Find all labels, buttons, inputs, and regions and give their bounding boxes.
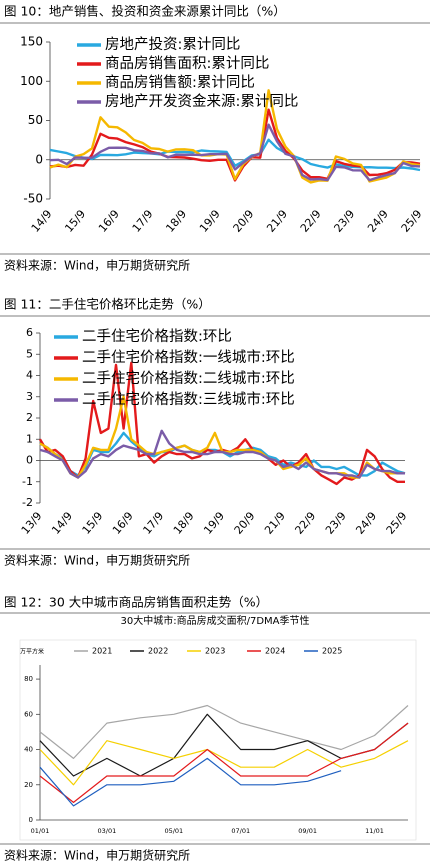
y-tick-label: 3 bbox=[26, 390, 33, 403]
legend-label: 二手住宅价格指数:环比 bbox=[82, 328, 232, 345]
y-tick-label: 0 bbox=[29, 816, 33, 824]
x-tick-label: 11/01 bbox=[365, 827, 384, 835]
y-tick-label: 100 bbox=[20, 74, 43, 88]
figure-caption: 图 10：地产销售、投资和资金来源累计同比（%） bbox=[4, 4, 286, 19]
x-tick-label: 18/9 bbox=[163, 208, 189, 235]
x-tick-label: 24/9 bbox=[353, 510, 379, 537]
y-tick-label: 0 bbox=[26, 454, 33, 467]
x-tick-label: 22/9 bbox=[298, 208, 324, 235]
x-tick-label: 13/9 bbox=[19, 510, 45, 537]
legend-label: 2022 bbox=[148, 647, 168, 656]
x-tick-label: 19/9 bbox=[201, 510, 227, 537]
y-tick-label: 2 bbox=[26, 411, 33, 424]
x-tick-label: 23/9 bbox=[323, 510, 349, 537]
axis-unit: 万平方米 bbox=[20, 648, 44, 656]
y-tick-label: 150 bbox=[20, 35, 43, 49]
y-tick-label: 60 bbox=[24, 710, 33, 718]
y-tick-label: 6 bbox=[26, 326, 33, 339]
x-tick-label: 20/9 bbox=[232, 510, 258, 537]
series-line bbox=[39, 429, 405, 479]
x-tick-label: 16/9 bbox=[110, 510, 136, 537]
y-tick-label: 0 bbox=[35, 152, 43, 166]
legend-label: 商品房销售面积:累计同比 bbox=[105, 55, 269, 72]
x-tick-label: 21/9 bbox=[264, 208, 290, 235]
legend-label: 2021 bbox=[92, 647, 112, 656]
chart-subtitle: 30大中城市:商品房成交面积/7DMA季节性 bbox=[121, 614, 310, 627]
x-tick-label: 25/9 bbox=[399, 208, 425, 235]
x-tick-label: 21/9 bbox=[262, 510, 288, 537]
series-line bbox=[39, 757, 342, 807]
series-line bbox=[49, 138, 421, 172]
x-tick-label: 19/9 bbox=[197, 208, 223, 235]
y-tick-label: -1 bbox=[22, 475, 33, 488]
x-tick-label: 20/9 bbox=[231, 208, 257, 235]
x-tick-label: 07/01 bbox=[231, 827, 250, 835]
legend-label: 2024 bbox=[265, 647, 285, 656]
legend-label: 二手住宅价格指数:一线城市:环比 bbox=[82, 349, 295, 366]
source: 资料来源：Wind，申万期货研究所 bbox=[4, 258, 190, 273]
x-tick-label: 15/9 bbox=[62, 208, 88, 235]
x-tick-label: 09/01 bbox=[298, 827, 317, 835]
x-tick-label: 17/9 bbox=[130, 208, 156, 235]
series-line bbox=[39, 431, 406, 477]
plot-frame bbox=[19, 639, 417, 841]
series-line bbox=[49, 89, 421, 184]
x-tick-label: 14/9 bbox=[49, 510, 75, 537]
y-tick-label: 20 bbox=[24, 781, 33, 789]
y-tick-label: -50 bbox=[23, 192, 43, 206]
x-tick-label: 24/9 bbox=[365, 208, 391, 235]
series-line bbox=[39, 740, 409, 786]
x-tick-label: 05/01 bbox=[164, 827, 183, 835]
x-tick-label: 23/9 bbox=[331, 208, 357, 235]
x-tick-label: 18/9 bbox=[171, 510, 197, 537]
y-tick-label: 1 bbox=[26, 432, 33, 445]
x-tick-label: 17/9 bbox=[140, 510, 166, 537]
figure-caption: 图 11：二手住宅价格环比走势（%） bbox=[4, 297, 211, 312]
x-tick-label: 22/9 bbox=[293, 510, 319, 537]
legend-label: 二手住宅价格指数:三线城市:环比 bbox=[82, 391, 295, 408]
x-tick-label: 16/9 bbox=[96, 208, 122, 235]
y-tick-label: -2 bbox=[22, 496, 33, 509]
series-line bbox=[49, 123, 421, 182]
x-tick-label: 03/01 bbox=[98, 827, 117, 835]
x-tick-label: 01/01 bbox=[31, 827, 50, 835]
legend-label: 2025 bbox=[322, 647, 342, 656]
legend-label: 二手住宅价格指数:二线城市:环比 bbox=[82, 370, 295, 387]
y-tick-label: 5 bbox=[26, 347, 33, 360]
x-tick-label: 25/9 bbox=[384, 510, 410, 537]
legend-label: 房地产投资:累计同比 bbox=[105, 36, 240, 53]
legend-label: 房地产开发资金来源:累计同比 bbox=[105, 93, 298, 110]
series-line bbox=[49, 108, 421, 182]
legend-label: 商品房销售额:累计同比 bbox=[105, 74, 255, 91]
x-tick-label: 14/9 bbox=[29, 208, 55, 235]
y-tick-label: 50 bbox=[28, 113, 43, 127]
x-tick-label: 15/9 bbox=[80, 510, 106, 537]
figure-caption: 图 12：30 大中城市商品房销售面积走势（%） bbox=[4, 595, 268, 610]
source: 资料来源：Wind，申万期货研究所 bbox=[4, 848, 190, 863]
legend-label: 2023 bbox=[205, 647, 225, 656]
source: 资料来源：Wind，申万期货研究所 bbox=[4, 553, 190, 568]
series-line bbox=[39, 704, 409, 759]
y-tick-label: 80 bbox=[24, 675, 33, 683]
y-tick-label: 40 bbox=[24, 746, 33, 754]
y-tick-label: 4 bbox=[26, 369, 33, 382]
series-line bbox=[39, 722, 409, 803]
